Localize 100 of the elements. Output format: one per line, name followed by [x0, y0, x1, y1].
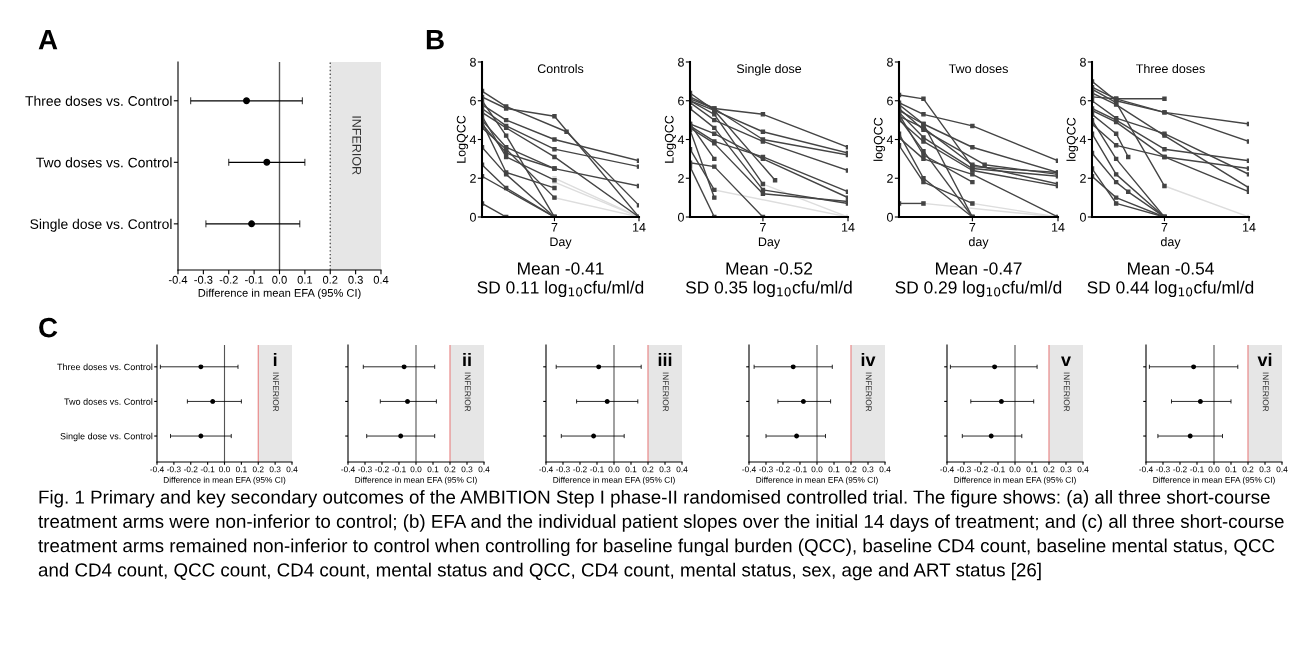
band-label: INFERIOR	[464, 372, 471, 412]
x-tick-label: 0.0	[410, 466, 422, 473]
band-label: INFERIOR	[865, 372, 872, 412]
chart-title: Single dose	[736, 63, 802, 76]
x-tick-label: 0.0	[1208, 466, 1220, 473]
x-tick-label: 0.0	[1009, 466, 1021, 473]
band-label: INFERIOR	[272, 372, 279, 412]
x-axis-title: Difference in mean EFA (95% CI)	[1153, 476, 1275, 485]
x-tick-label: 0.1	[235, 466, 247, 473]
x-axis-title: Difference in mean EFA (95% CI)	[954, 476, 1076, 485]
x-tick-label: -0.1	[1190, 466, 1204, 473]
x-tick-label: 7	[1161, 223, 1168, 232]
x-tick-label: -0.4	[1139, 466, 1153, 473]
y-tick-label: 8	[1080, 57, 1086, 67]
x-tick-label: -0.2	[573, 466, 587, 473]
y-tick-label: 0	[886, 212, 893, 222]
band-label: INFERIOR	[662, 372, 669, 412]
x-tick-label: 0.0	[219, 466, 230, 473]
y-tick-label: 4	[886, 135, 894, 145]
x-tick-label: -0.1	[200, 466, 215, 473]
x-tick-label: -0.4	[168, 275, 188, 284]
text: Mean -0.52	[726, 262, 813, 275]
y-tick-label: 8	[887, 57, 893, 67]
text: B	[426, 30, 444, 50]
x-tick-label: -0.3	[957, 466, 971, 473]
x-tick-label: -0.3	[759, 466, 773, 473]
x-tick-label: -0.2	[974, 466, 988, 473]
x-tick-label: -0.3	[1156, 466, 1170, 473]
x-tick-label: -0.4	[742, 466, 756, 473]
y-tick-label: 4	[469, 135, 477, 145]
x-tick-label: -0.2	[183, 466, 198, 473]
chart-title: Three doses	[1136, 63, 1205, 74]
band-label: INFERIOR	[1262, 372, 1269, 412]
x-tick-label: 0.2	[845, 466, 857, 473]
y-tick-label: 4	[677, 135, 685, 145]
y-tick-label: 0	[677, 212, 684, 222]
x-tick-label: 0.0	[608, 466, 620, 473]
x-tick-label: 0.4	[1077, 466, 1089, 473]
x-tick-label: 14	[842, 223, 855, 232]
y-tick-label: Two doses vs. Control	[36, 157, 172, 168]
x-axis-title: Day	[758, 237, 781, 249]
y-tick-label: 6	[470, 96, 476, 106]
x-tick-label: -0.2	[776, 466, 790, 473]
y-tick-label: 0	[1079, 212, 1086, 222]
chart-title: iv	[861, 352, 876, 367]
text: Mean -0.47	[936, 262, 1022, 275]
y-axis-title: LogQCC	[456, 115, 469, 163]
chart-title: v	[1061, 356, 1071, 367]
x-tick-label: 0.1	[1225, 466, 1237, 473]
x-axis-title: day	[968, 236, 989, 249]
text: C	[39, 317, 58, 338]
x-tick-label: 0.3	[348, 275, 363, 284]
x-axis-title: Difference in mean EFA (95% CI)	[198, 288, 361, 300]
x-tick-label: 0.3	[461, 466, 473, 473]
x-tick-label: 0.1	[625, 466, 637, 473]
y-tick-label: Three doses vs. Control	[25, 95, 172, 106]
y-tick-label: 4	[1079, 135, 1087, 145]
x-tick-label: 0.1	[297, 275, 313, 284]
x-tick-label: 0.4	[879, 466, 891, 473]
x-tick-label: -0.3	[194, 275, 213, 284]
x-tick-label: 0.1	[828, 466, 840, 473]
x-tick-label: -0.1	[245, 275, 264, 284]
x-tick-label: 7	[969, 223, 976, 232]
y-tick-label: 2	[887, 174, 893, 183]
x-tick-label: 7	[760, 223, 766, 232]
y-tick-label: 2	[1080, 174, 1086, 183]
y-tick-label: 6	[887, 96, 893, 106]
y-tick-label: 2	[678, 174, 684, 183]
text: SD 0.35 log$_{10}$cfu/ml/d	[685, 280, 852, 298]
text: Mean -0.54	[1128, 262, 1214, 275]
x-tick-label: 0.2	[1242, 466, 1254, 473]
x-tick-label: -0.4	[150, 466, 164, 473]
y-tick-label: 2	[470, 174, 476, 183]
x-tick-label: -0.1	[991, 466, 1005, 473]
x-axis-title: Difference in mean EFA (95% CI)	[163, 476, 286, 485]
x-tick-label: 0.4	[286, 466, 298, 473]
y-tick-label: 6	[1080, 96, 1086, 106]
y-tick-label: Single dose vs. Control	[60, 432, 153, 442]
x-tick-label: -0.4	[341, 466, 355, 473]
chart-title: vi	[1257, 352, 1272, 367]
x-tick-label: 0.4	[676, 466, 688, 473]
x-tick-label: 0.0	[272, 275, 287, 284]
chart-title: Controls	[537, 63, 584, 74]
y-tick-label: 6	[678, 96, 684, 106]
x-tick-label: 0.3	[1259, 466, 1271, 473]
y-tick-label: 8	[470, 57, 476, 67]
x-tick-label: 0.2	[252, 466, 264, 473]
x-axis-title: Difference in mean EFA (95% CI)	[553, 476, 675, 485]
text: SD 0.44 log$_{10}$cfu/ml/d	[1087, 280, 1254, 298]
text: SD 0.11 log$_{10}$cfu/ml/d	[477, 280, 644, 298]
x-axis-title: day	[1160, 236, 1181, 249]
x-tick-label: -0.4	[940, 466, 954, 473]
x-tick-label: 0.1	[427, 466, 439, 473]
y-tick-label: 8	[678, 57, 684, 67]
y-axis-title: LogQCC	[664, 115, 677, 163]
x-tick-label: -0.4	[539, 466, 553, 473]
x-tick-label: -0.1	[590, 466, 604, 473]
x-tick-label: 0.4	[1276, 466, 1288, 473]
y-tick-label: 0	[469, 212, 476, 222]
text: A	[38, 30, 58, 50]
